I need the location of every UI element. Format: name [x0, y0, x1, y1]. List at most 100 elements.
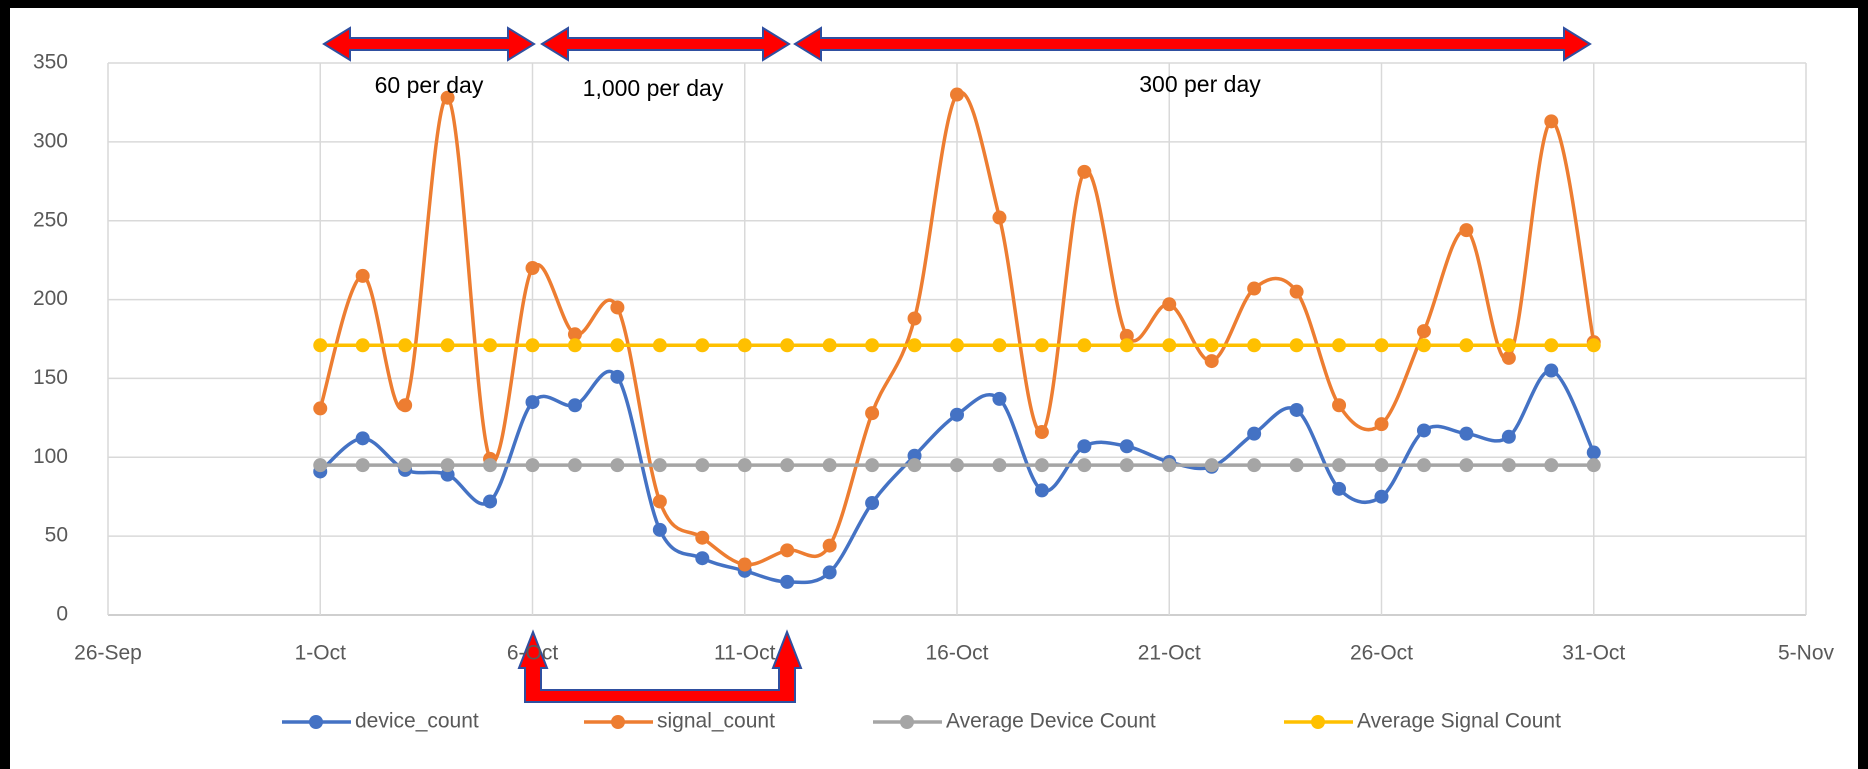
- data-point: [1459, 223, 1474, 238]
- data-point: [1586, 338, 1601, 353]
- y-tick-label: 50: [45, 524, 68, 547]
- data-point: [737, 458, 752, 473]
- arrow: [540, 26, 791, 62]
- data-point: [1586, 445, 1601, 460]
- data-point: [780, 574, 795, 589]
- data-point: [992, 210, 1007, 225]
- data-point: [1119, 458, 1134, 473]
- data-point: [440, 90, 455, 105]
- x-tick-label: 16-Oct: [925, 642, 988, 665]
- bracket-arrow: [517, 629, 803, 703]
- data-point: [780, 338, 795, 353]
- data-point: [1077, 338, 1092, 353]
- data-point: [1289, 338, 1304, 353]
- data-point: [1459, 338, 1474, 353]
- data-point: [313, 338, 328, 353]
- data-point: [1332, 481, 1347, 496]
- data-point: [907, 458, 922, 473]
- x-tick-label: 31-Oct: [1562, 642, 1625, 665]
- data-point: [1459, 426, 1474, 441]
- data-point: [1204, 338, 1219, 353]
- data-point: [1247, 458, 1262, 473]
- data-point: [1247, 281, 1262, 296]
- data-point: [567, 327, 582, 342]
- data-point: [737, 338, 752, 353]
- data-point: [950, 407, 964, 422]
- legend-label: signal_count: [657, 710, 775, 733]
- lines: [313, 87, 1601, 589]
- annotation: 1,000 per day: [583, 75, 724, 101]
- data-point: [1034, 425, 1049, 440]
- legend-marker: [309, 715, 323, 729]
- y-tick-label: 150: [33, 366, 68, 389]
- data-point: [610, 338, 625, 353]
- data-point: [1501, 350, 1516, 365]
- data-point: [567, 398, 582, 413]
- data-point: [1289, 284, 1304, 299]
- data-point: [1374, 489, 1389, 504]
- top-border: [0, 0, 1868, 8]
- data-point: [652, 494, 667, 509]
- y-tick-label: 0: [56, 603, 68, 626]
- data-point: [1204, 354, 1219, 369]
- data-point: [483, 494, 498, 509]
- legend-marker: [1311, 715, 1325, 729]
- data-point: [907, 338, 922, 353]
- data-point: [780, 458, 795, 473]
- data-point: [1501, 429, 1516, 444]
- data-point: [610, 300, 625, 315]
- data-point: [525, 338, 540, 353]
- data-point: [992, 391, 1007, 406]
- data-point: [1416, 423, 1431, 438]
- data-point: [398, 338, 413, 353]
- data-point: [1416, 338, 1431, 353]
- x-tick-label: 6-Oct: [507, 642, 559, 665]
- data-point: [1544, 363, 1559, 378]
- legend-label: device_count: [355, 710, 479, 733]
- data-point: [525, 395, 540, 410]
- arrows: [322, 26, 1592, 703]
- legend-label: Average Signal Count: [1357, 710, 1561, 733]
- data-point: [1501, 338, 1516, 353]
- annotation: 60 per day: [375, 72, 484, 98]
- data-point: [355, 268, 370, 283]
- data-point: [355, 431, 370, 446]
- data-point: [398, 398, 413, 413]
- right-border: [1858, 0, 1868, 769]
- data-point: [1416, 458, 1431, 473]
- data-point: [652, 522, 667, 537]
- data-point: [865, 406, 880, 421]
- data-point: [1119, 439, 1134, 454]
- left-border: [0, 0, 10, 769]
- data-point: [737, 557, 752, 572]
- x-tick-label: 5-Nov: [1778, 642, 1835, 665]
- data-point: [950, 458, 964, 473]
- data-point: [1459, 458, 1474, 473]
- data-point: [1162, 338, 1177, 353]
- data-point: [992, 458, 1007, 473]
- data-point: [822, 458, 837, 473]
- data-point: [1374, 417, 1389, 432]
- data-point: [1289, 458, 1304, 473]
- y-tick-label: 100: [33, 445, 68, 468]
- data-point: [822, 565, 837, 580]
- data-point: [1034, 338, 1049, 353]
- legend-label: Average Device Count: [946, 710, 1156, 733]
- legend-marker: [611, 715, 625, 729]
- y-tick-label: 200: [33, 287, 68, 310]
- data-point: [1416, 324, 1431, 339]
- data-point: [1332, 398, 1347, 413]
- data-point: [652, 458, 667, 473]
- x-tick-label: 26-Oct: [1350, 642, 1413, 665]
- data-point: [865, 496, 880, 511]
- data-point: [907, 311, 922, 326]
- data-point: [1289, 402, 1304, 417]
- y-tick-label: 250: [33, 208, 68, 231]
- annotation: 300 per day: [1139, 71, 1261, 97]
- data-point: [1162, 297, 1177, 312]
- x-tick-label: 1-Oct: [295, 642, 347, 665]
- data-point: [525, 458, 540, 473]
- data-point: [1586, 458, 1601, 473]
- data-point: [1501, 458, 1516, 473]
